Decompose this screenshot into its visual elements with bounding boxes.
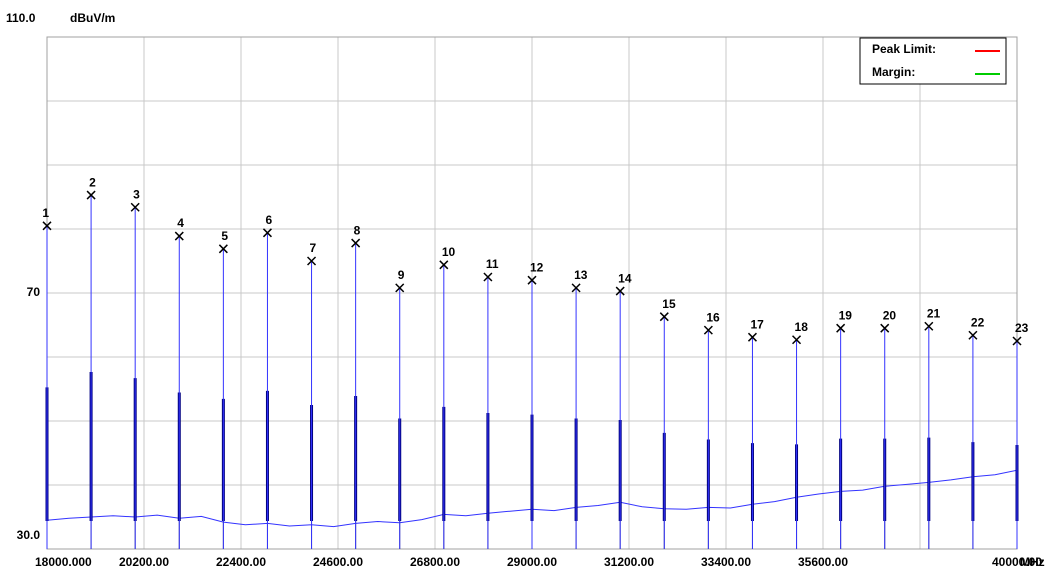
peak-label: 7 bbox=[310, 241, 317, 255]
peak-marker bbox=[836, 323, 846, 333]
peak-label: 15 bbox=[662, 297, 676, 311]
peak-marker bbox=[218, 244, 228, 254]
peak: 15 bbox=[659, 297, 676, 549]
peak-marker bbox=[130, 202, 140, 212]
peak: 20 bbox=[880, 308, 897, 549]
peak: 19 bbox=[836, 308, 853, 549]
peak: 5 bbox=[218, 229, 228, 549]
y-tick-label: 110.0 bbox=[6, 11, 36, 25]
x-tick-label: 18000.000 bbox=[35, 555, 92, 569]
peak-marker bbox=[483, 272, 493, 282]
y-tick-label: 30.0 bbox=[17, 528, 41, 542]
peak-label: 11 bbox=[486, 257, 499, 271]
peak-label: 4 bbox=[177, 216, 184, 230]
peak-marker bbox=[262, 228, 272, 238]
peak-marker bbox=[395, 283, 405, 293]
peak-marker bbox=[659, 312, 669, 322]
peak-label: 18 bbox=[795, 320, 809, 334]
legend-label: Peak Limit: bbox=[872, 42, 936, 56]
peak-marker bbox=[307, 256, 317, 266]
peak-label: 2 bbox=[89, 175, 96, 189]
peak: 11 bbox=[483, 257, 499, 549]
peak-label: 5 bbox=[221, 229, 228, 243]
peak-marker bbox=[527, 275, 537, 285]
legend: Peak Limit: Margin: bbox=[859, 37, 1007, 85]
x-unit: MHz bbox=[1020, 555, 1045, 569]
peak-marker bbox=[968, 330, 978, 340]
peak: 6 bbox=[262, 213, 272, 549]
peak: 10 bbox=[439, 245, 456, 549]
peak: 16 bbox=[703, 310, 720, 549]
peak-marker bbox=[351, 238, 361, 248]
x-tick-label: 24600.00 bbox=[313, 555, 363, 569]
peak-label: 1 bbox=[42, 206, 49, 220]
peak: 21 bbox=[924, 306, 941, 549]
peak-marker bbox=[880, 323, 890, 333]
peak-label: 20 bbox=[883, 308, 897, 322]
peak: 17 bbox=[747, 317, 764, 549]
peak-marker bbox=[615, 286, 625, 296]
peak-label: 23 bbox=[1015, 321, 1029, 335]
peak: 1 bbox=[42, 206, 52, 549]
peak-label: 22 bbox=[971, 315, 985, 329]
peak: 9 bbox=[395, 268, 405, 549]
peak-marker bbox=[924, 321, 934, 331]
peak-label: 9 bbox=[398, 268, 405, 282]
x-tick-label: 26800.00 bbox=[410, 555, 460, 569]
peak: 12 bbox=[527, 260, 544, 549]
peak-label: 6 bbox=[265, 213, 272, 227]
peak: 7 bbox=[307, 241, 317, 549]
y-unit: dBuV/m bbox=[70, 11, 115, 25]
peak-marker bbox=[747, 332, 757, 342]
peak-marker bbox=[174, 231, 184, 241]
peak: 4 bbox=[174, 216, 184, 549]
legend-box bbox=[859, 37, 1007, 85]
legend-label: Margin: bbox=[872, 65, 915, 79]
peak: 14 bbox=[615, 271, 632, 549]
peak-label: 12 bbox=[530, 260, 544, 274]
peak: 18 bbox=[792, 320, 809, 549]
peak-label: 10 bbox=[442, 245, 456, 259]
peak: 22 bbox=[968, 315, 985, 549]
x-tick-label: 40000.00 bbox=[992, 555, 1042, 569]
x-tick-label: 31200.00 bbox=[604, 555, 654, 569]
x-tick-label: 22400.00 bbox=[216, 555, 266, 569]
peak-marker bbox=[703, 325, 713, 335]
peak-label: 16 bbox=[706, 310, 720, 324]
x-tick-label: 29000.00 bbox=[507, 555, 557, 569]
peak-marker bbox=[86, 190, 96, 200]
peak-label: 17 bbox=[750, 317, 764, 331]
peak: 23 bbox=[1012, 321, 1029, 549]
peak-marker bbox=[439, 260, 449, 270]
peak-label: 3 bbox=[133, 187, 140, 201]
peak-label: 19 bbox=[839, 308, 853, 322]
peak-marker bbox=[571, 283, 581, 293]
peak-label: 14 bbox=[618, 271, 632, 285]
peak-label: 21 bbox=[927, 306, 941, 320]
peak: 3 bbox=[130, 187, 140, 549]
x-tick-label: 35600.00 bbox=[798, 555, 848, 569]
peak-label: 13 bbox=[574, 268, 588, 282]
peak-marker bbox=[792, 335, 802, 345]
peak: 2 bbox=[86, 175, 96, 549]
x-tick-label: 33400.00 bbox=[701, 555, 751, 569]
peak-marker bbox=[1012, 336, 1022, 346]
peak-marker bbox=[42, 221, 52, 231]
x-tick-label: 20200.00 bbox=[119, 555, 169, 569]
peak: 13 bbox=[571, 268, 588, 549]
peak-label: 8 bbox=[354, 223, 361, 237]
y-tick-label: 70 bbox=[27, 285, 41, 299]
peak: 8 bbox=[351, 223, 361, 549]
